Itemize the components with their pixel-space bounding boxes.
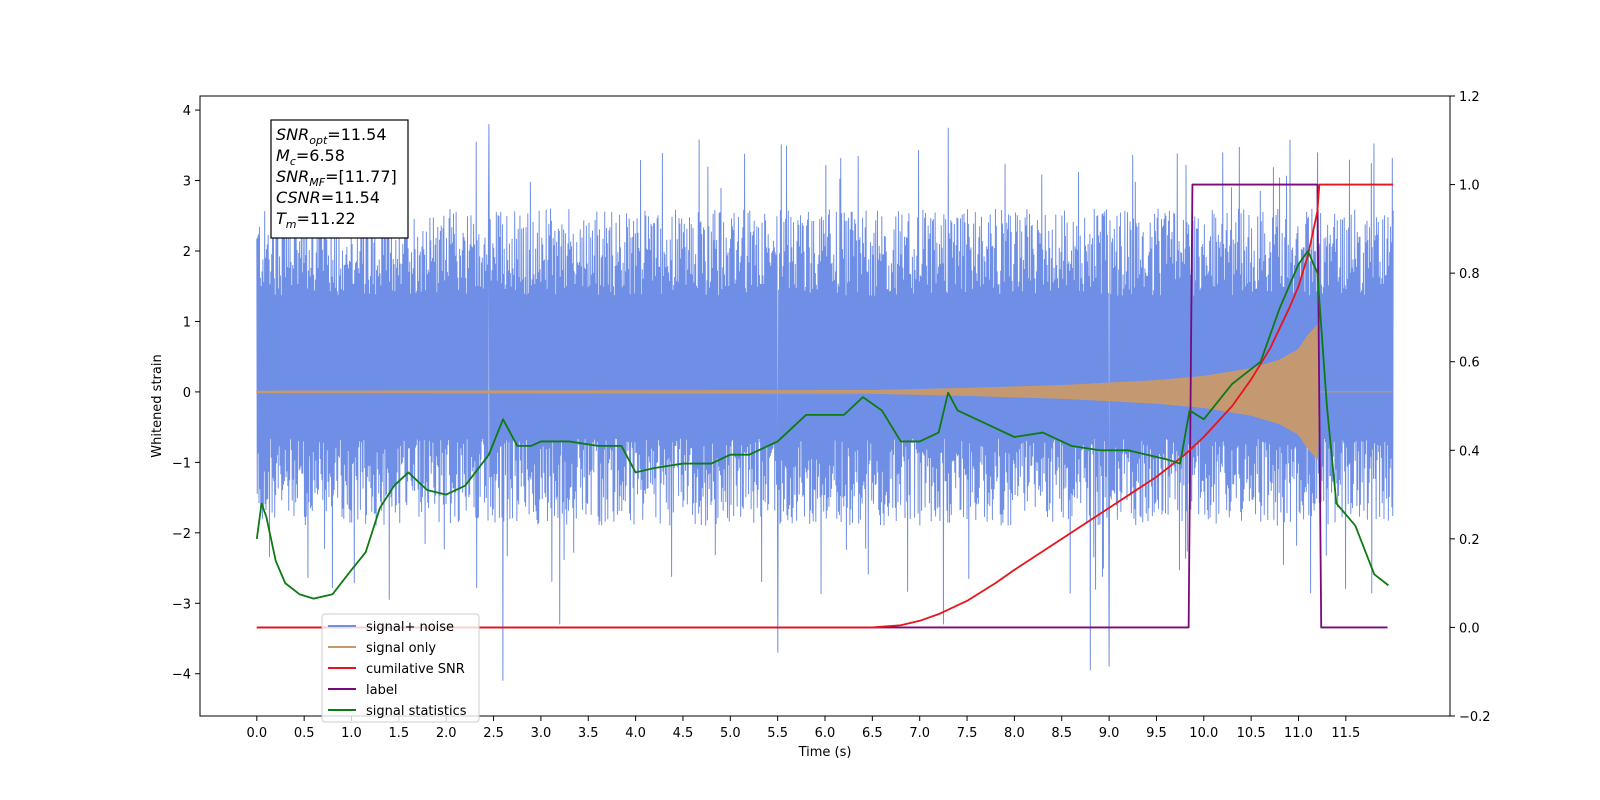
x-tick-label: 5.0 <box>720 726 741 741</box>
x-tick-label: 0.5 <box>294 726 315 741</box>
right-axis-series <box>255 183 1394 629</box>
x-tick-label: 7.5 <box>957 726 978 741</box>
annotation-symbol: SNR <box>276 167 309 186</box>
x-tick-label: 7.0 <box>909 726 930 741</box>
annotation-value: =11.54 <box>327 125 386 144</box>
y-left-tick-label: 3 <box>183 175 191 190</box>
x-tick-label: 9.5 <box>1146 726 1167 741</box>
signal-only-band <box>256 323 1394 461</box>
annotation-subscript: opt <box>309 134 328 147</box>
series-signal-plus-noise <box>256 124 1394 681</box>
x-tick-label: 11.5 <box>1331 726 1360 741</box>
x-tick-label: 2.0 <box>436 726 457 741</box>
legend: signal+ noise signal only cumilative SNR la… <box>321 613 480 723</box>
annotation-symbol: T <box>276 209 287 228</box>
y-right-tick-label: −0.2 <box>1459 710 1491 725</box>
annotation-subscript: m <box>286 218 297 231</box>
x-tick-label: 4.5 <box>673 726 694 741</box>
y-axis-left: −4 −3 −2 −1 0 1 2 3 4 <box>172 104 200 683</box>
x-tick-label: 6.5 <box>862 726 883 741</box>
annotation-value: =11.54 <box>321 188 380 207</box>
annotation-symbol: SNR <box>276 125 309 144</box>
legend-entry: cumilative SNR <box>366 662 465 677</box>
legend-entry: label <box>366 683 397 698</box>
legend-frame <box>321 613 480 723</box>
signal-statistics-line <box>255 250 1390 600</box>
x-tick-label: 10.5 <box>1237 726 1266 741</box>
annotation-line: Tm=11.22 <box>276 209 356 231</box>
y-right-tick-label: 0.8 <box>1459 267 1480 282</box>
y-left-tick-label: −4 <box>172 668 191 683</box>
annotation-line: SNRopt=11.54 <box>276 125 387 147</box>
y-right-tick-label: 0.4 <box>1459 444 1480 459</box>
x-axis-label: Time (s) <box>798 745 852 760</box>
y-axis-left-label: Whitened strain <box>150 354 165 457</box>
annotation-value: =6.58 <box>296 146 345 165</box>
x-tick-label: 6.0 <box>815 726 836 741</box>
legend-entry: signal only <box>366 641 436 656</box>
annotation-line: Mc=6.58 <box>276 146 345 168</box>
y-right-tick-label: 0.6 <box>1459 356 1480 371</box>
y-left-tick-label: 2 <box>183 245 191 260</box>
x-tick-label: 1.0 <box>341 726 362 741</box>
annotation-box: SNRopt=11.54Mc=6.58SNRMF=[11.77]CSNR=11.… <box>270 119 409 239</box>
y-left-tick-label: −1 <box>172 456 191 471</box>
annotation-frame <box>270 119 409 239</box>
x-tick-label: 4.0 <box>625 726 646 741</box>
x-tick-label: 8.5 <box>1051 726 1072 741</box>
annotation-symbol: CSNR <box>276 188 321 207</box>
legend-entry: signal statistics <box>366 704 467 719</box>
x-tick-label: 3.5 <box>578 726 599 741</box>
y-right-tick-label: 0.2 <box>1459 533 1480 548</box>
series-signal-only <box>256 323 1394 461</box>
label-line <box>256 183 1388 629</box>
x-tick-label: 8.0 <box>1004 726 1025 741</box>
y-right-tick-label: 0.0 <box>1459 621 1480 636</box>
x-tick-label: 3.0 <box>531 726 552 741</box>
y-left-tick-label: 1 <box>183 315 191 330</box>
legend-entry: signal+ noise <box>366 620 454 635</box>
annotation-symbol: M <box>276 146 290 165</box>
annotation-subscript: MF <box>309 176 325 189</box>
x-axis: 0.0 0.5 1.0 1.5 2.0 2.5 3.0 3.5 4.0 4.5 5.0 5.5 6.0 6… <box>246 716 1360 741</box>
y-left-tick-label: −3 <box>172 597 191 612</box>
x-tick-label: 11.0 <box>1284 726 1313 741</box>
y-left-tick-label: 0 <box>183 386 191 401</box>
annotation-line: CSNR=11.54 <box>276 188 380 207</box>
cumulative-snr-line <box>256 183 1394 629</box>
y-left-tick-label: −2 <box>172 527 191 542</box>
x-tick-label: 2.5 <box>483 726 504 741</box>
x-tick-label: 10.0 <box>1189 726 1218 741</box>
y-right-tick-label: 1.0 <box>1459 179 1480 194</box>
x-tick-label: 5.5 <box>767 726 788 741</box>
annotation-line: SNRMF=[11.77] <box>276 167 397 189</box>
x-tick-label: 1.5 <box>389 726 410 741</box>
annotation-subscript: c <box>290 155 296 168</box>
x-tick-label: 0.0 <box>246 726 267 741</box>
annotation-value: =[11.77] <box>325 167 397 186</box>
y-right-tick-label: 1.2 <box>1459 90 1480 105</box>
annotation-value: =11.22 <box>297 209 356 228</box>
y-left-tick-label: 4 <box>183 104 191 119</box>
y-axis-right: −0.2 0.0 0.2 0.4 0.6 0.8 1.0 1.2 <box>1450 90 1491 725</box>
x-tick-label: 9.0 <box>1099 726 1120 741</box>
signal-plus-noise-line <box>256 124 1394 681</box>
